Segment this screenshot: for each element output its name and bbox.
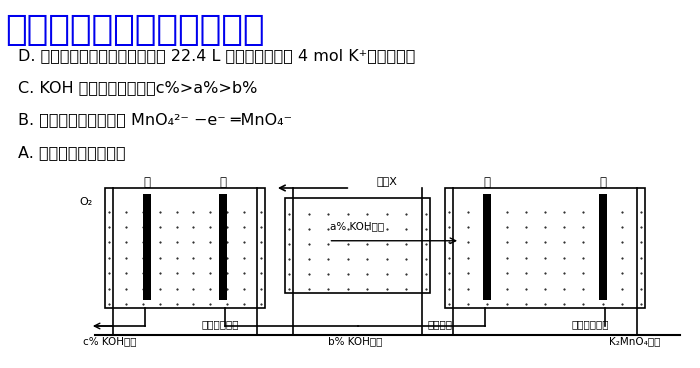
Text: O₂: O₂ bbox=[80, 197, 93, 208]
Text: 丙: 丙 bbox=[484, 176, 491, 188]
Text: 丁: 丁 bbox=[599, 176, 606, 188]
Text: c% KOH溶液: c% KOH溶液 bbox=[83, 336, 136, 346]
Text: B. 丁极的电极反应式为 MnO₄²⁻ −e⁻ ═MnO₄⁻: B. 丁极的电极反应式为 MnO₄²⁻ −e⁻ ═MnO₄⁻ bbox=[18, 113, 292, 127]
Bar bbox=[143, 194, 151, 300]
Bar bbox=[483, 194, 491, 300]
Text: K₂MnO₄溶液: K₂MnO₄溶液 bbox=[609, 336, 661, 346]
Text: 气体X: 气体X bbox=[376, 176, 397, 186]
Text: 阳离子交换膜: 阳离子交换膜 bbox=[202, 319, 239, 329]
Text: a% KOH溶液: a% KOH溶液 bbox=[330, 222, 384, 231]
Text: D. 标准状况下，甲电极上每消耗 22.4 L 气体，理论上有 4 mol K⁺移入阴极区: D. 标准状况下，甲电极上每消耗 22.4 L 气体，理论上有 4 mol K⁺… bbox=[18, 49, 415, 64]
Bar bbox=[219, 194, 227, 300]
Bar bbox=[285, 198, 430, 293]
Text: 甲: 甲 bbox=[144, 176, 150, 188]
Text: 微信公众号关注，趣找答案: 微信公众号关注，趣找答案 bbox=[5, 13, 265, 47]
Bar bbox=[445, 188, 645, 308]
Text: b% KOH溶液: b% KOH溶液 bbox=[328, 336, 382, 346]
Text: 乙: 乙 bbox=[220, 176, 227, 188]
Text: 阳离子交换膜: 阳离子交换膜 bbox=[571, 319, 609, 329]
Text: 补充气体: 补充气体 bbox=[428, 319, 452, 329]
Bar bbox=[599, 194, 607, 300]
Text: A. 甲为正极，丙为阴极: A. 甲为正极，丙为阴极 bbox=[18, 145, 125, 160]
Text: C. KOH 溶液的质量分数：c%>a%>b%: C. KOH 溶液的质量分数：c%>a%>b% bbox=[18, 81, 258, 96]
Bar bbox=[105, 188, 265, 308]
